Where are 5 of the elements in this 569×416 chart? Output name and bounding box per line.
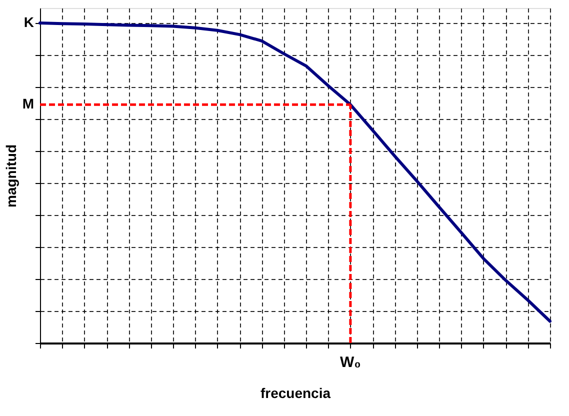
x-axis-title: frecuencia	[260, 385, 331, 401]
text: K	[24, 14, 34, 30]
y-axis-title: magnitud	[3, 144, 19, 208]
text: W₀	[340, 354, 361, 371]
ref-line-label: M	[22, 96, 34, 112]
